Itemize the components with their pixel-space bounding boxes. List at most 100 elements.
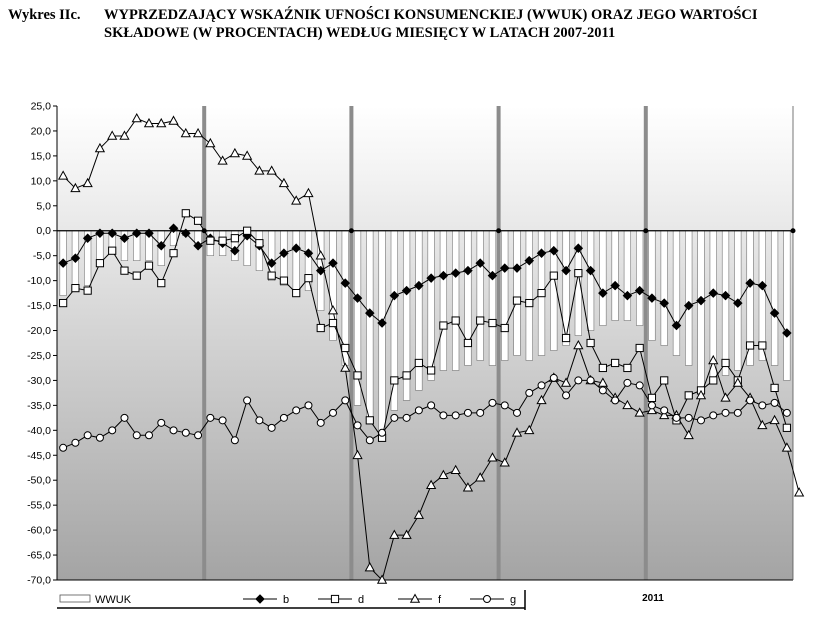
point-b <box>291 243 301 253</box>
point-d <box>623 363 632 373</box>
point-d <box>427 366 436 375</box>
y-tick-label: -15,0 <box>27 300 51 312</box>
point-g <box>194 431 203 440</box>
wwuk-bar <box>378 230 386 436</box>
point-g <box>71 438 80 447</box>
point-f <box>192 127 204 138</box>
point-g <box>709 411 718 420</box>
point-b <box>414 280 424 291</box>
wwuk-bar <box>770 230 779 366</box>
point-d <box>684 391 693 400</box>
point-d <box>598 363 607 373</box>
point-f <box>364 561 375 572</box>
point-g <box>782 408 791 417</box>
point-f <box>769 414 780 425</box>
wwuk-bar <box>427 230 435 381</box>
point-g <box>378 428 387 437</box>
y-tick-label: -45,0 <box>27 450 51 462</box>
point-f <box>57 170 69 180</box>
point-f <box>217 155 228 165</box>
point-g <box>120 413 129 422</box>
point-d <box>316 323 325 333</box>
point-g <box>647 401 656 410</box>
point-b <box>782 328 792 338</box>
point-f <box>720 392 731 402</box>
point-f <box>524 424 535 435</box>
point-g <box>427 401 436 410</box>
point-f <box>573 339 584 350</box>
point-d <box>292 289 301 298</box>
point-f <box>241 150 253 160</box>
point-b <box>377 318 387 328</box>
point-d <box>500 323 509 333</box>
point-d <box>181 209 190 218</box>
legend-label-d: d <box>358 594 364 606</box>
point-b <box>144 228 154 238</box>
point-b <box>131 228 142 238</box>
title-prefix: Wykres IIc. <box>8 7 81 23</box>
point-b <box>475 258 485 268</box>
point-f <box>462 482 474 492</box>
point-b <box>58 258 68 268</box>
point-d <box>279 276 289 285</box>
legend-swatch-WWUK <box>59 594 91 603</box>
point-d <box>488 318 497 328</box>
point-g <box>365 436 374 445</box>
point-b <box>168 223 179 234</box>
point-b <box>745 278 755 288</box>
point-f <box>254 165 265 175</box>
point-b <box>181 228 191 238</box>
y-tick-label: 0,0 <box>36 225 51 237</box>
point-f <box>487 452 498 462</box>
point-g <box>181 428 190 437</box>
point-g <box>549 373 558 382</box>
point-d <box>304 274 313 283</box>
wwuk-bar <box>636 230 644 326</box>
point-g <box>145 431 153 440</box>
year-label: 2011 <box>642 593 664 604</box>
point-g <box>451 411 460 420</box>
point-f <box>622 399 633 410</box>
wwuk-bar <box>672 230 681 356</box>
point-f <box>708 354 719 365</box>
point-d <box>512 296 522 305</box>
point-g <box>660 406 669 415</box>
y-tick-label: -55,0 <box>27 500 51 512</box>
point-f <box>131 112 142 123</box>
point-d <box>95 259 105 268</box>
point-d <box>193 216 203 225</box>
point-f <box>107 130 118 140</box>
point-b <box>266 258 277 268</box>
plot-area <box>57 106 793 580</box>
point-f <box>793 487 805 497</box>
point-b <box>303 248 314 258</box>
point-b <box>499 263 510 273</box>
legend-marker-d <box>330 594 340 604</box>
point-f <box>450 464 461 475</box>
legend-marker-g <box>483 595 491 603</box>
point-d <box>721 358 730 368</box>
point-b <box>573 243 584 253</box>
point-b <box>82 233 93 243</box>
point-b <box>156 240 167 251</box>
point-g <box>611 396 620 405</box>
wwuk-bar <box>476 230 484 361</box>
point-d <box>144 261 154 270</box>
point-g <box>316 418 325 427</box>
point-g <box>329 408 337 417</box>
point-f <box>695 389 707 400</box>
point-b <box>696 295 706 306</box>
point-b <box>561 265 571 276</box>
point-b <box>769 308 780 318</box>
point-f <box>94 142 106 153</box>
y-tick-label: -70,0 <box>27 575 51 587</box>
point-b <box>279 248 289 258</box>
point-f <box>425 479 437 489</box>
point-g <box>292 406 301 415</box>
point-g <box>390 413 399 422</box>
point-d <box>328 318 338 328</box>
point-f <box>278 177 290 188</box>
point-f <box>659 409 670 420</box>
point-d <box>660 376 669 385</box>
point-g <box>684 413 693 422</box>
